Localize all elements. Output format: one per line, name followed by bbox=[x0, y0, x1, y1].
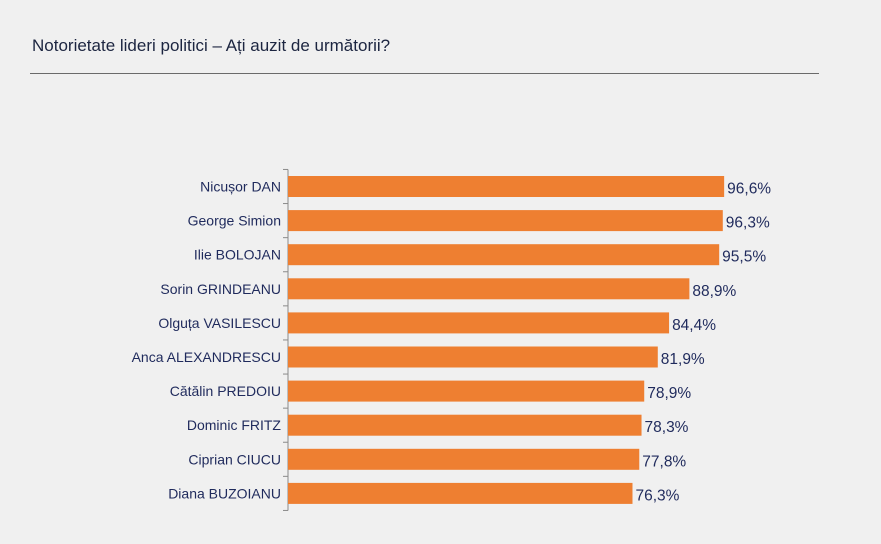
value-label: 88,9% bbox=[692, 283, 736, 300]
value-label: 96,6% bbox=[727, 181, 771, 198]
value-label: 96,3% bbox=[726, 215, 770, 232]
category-label: George Simion bbox=[188, 213, 281, 229]
category-label: Anca ALEXANDRESCU bbox=[132, 349, 281, 365]
title-divider bbox=[30, 73, 819, 74]
category-label: Ilie BOLOJAN bbox=[194, 247, 281, 263]
bar bbox=[288, 346, 658, 368]
category-label: Diana BUZOIANU bbox=[168, 485, 281, 501]
bar bbox=[288, 482, 633, 504]
bar bbox=[288, 210, 723, 232]
page-title: Notorietate lideri politici – Ați auzit … bbox=[32, 36, 391, 55]
bar bbox=[288, 278, 690, 300]
bar bbox=[288, 312, 670, 334]
value-label: 78,3% bbox=[645, 419, 689, 436]
value-label: 77,8% bbox=[642, 453, 686, 470]
category-label: Ciprian CIUCU bbox=[188, 451, 281, 467]
bar bbox=[288, 380, 645, 402]
value-label: 76,3% bbox=[635, 487, 679, 504]
category-label: Nicușor DAN bbox=[200, 179, 281, 195]
bar bbox=[288, 448, 640, 470]
category-label: Olguța VASILESCU bbox=[158, 315, 281, 331]
category-label: Cătălin PREDOIU bbox=[170, 383, 281, 399]
value-label: 95,5% bbox=[722, 249, 766, 266]
category-label: Dominic FRITZ bbox=[187, 417, 282, 433]
value-label: 81,9% bbox=[661, 351, 705, 368]
category-label: Sorin GRINDEANU bbox=[160, 281, 281, 297]
bar bbox=[288, 176, 725, 197]
value-label: 78,9% bbox=[647, 385, 691, 402]
bar bbox=[288, 244, 720, 266]
bar bbox=[288, 414, 642, 436]
value-label: 84,4% bbox=[672, 317, 716, 334]
